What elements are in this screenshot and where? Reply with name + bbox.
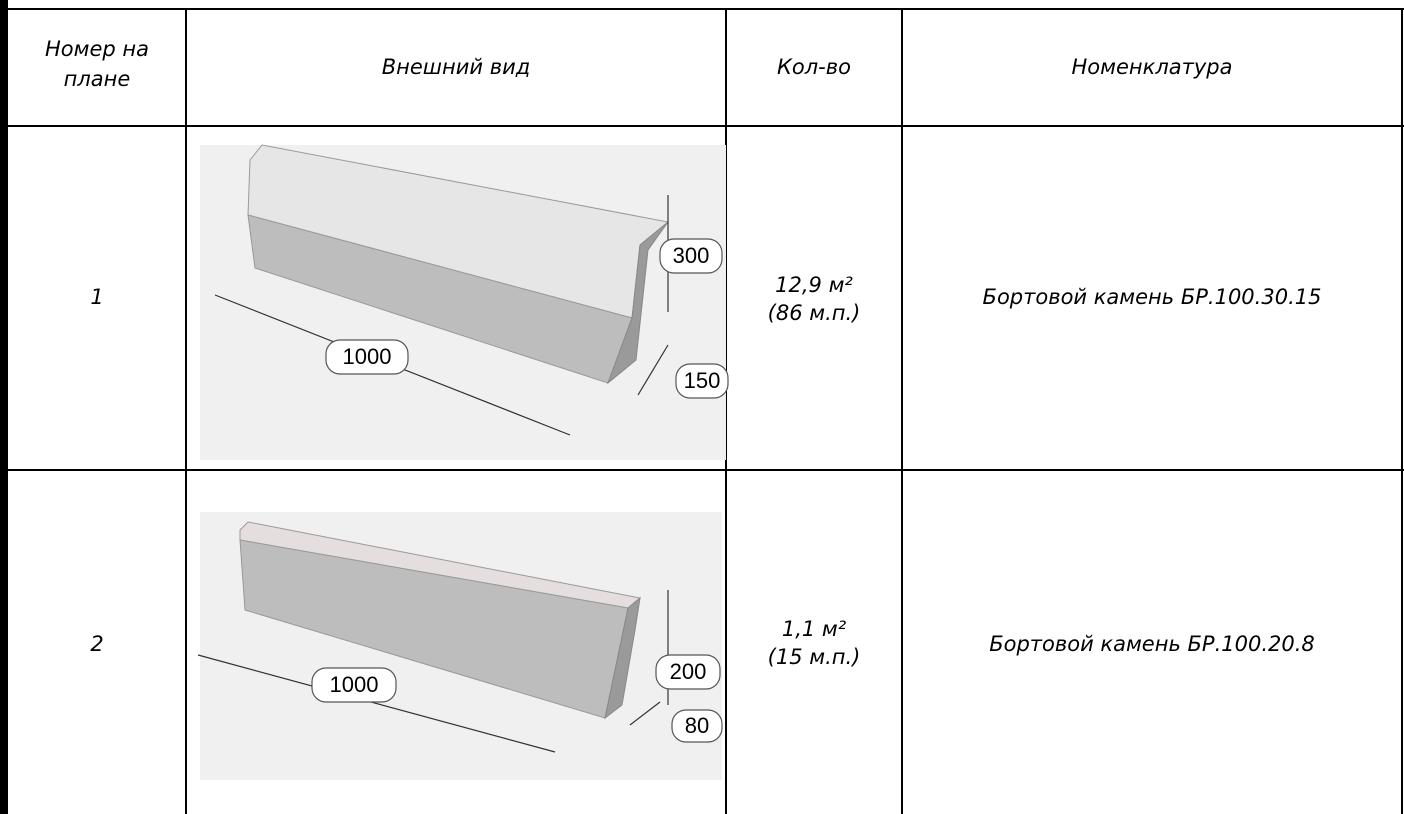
header-cell: Кол-во: [777, 55, 851, 79]
curb-drawing: [198, 512, 722, 780]
dimension-label: 80: [685, 713, 709, 738]
row-number: 1: [90, 285, 103, 309]
dimension-label: 300: [673, 243, 710, 268]
header-line: Номер на: [45, 37, 149, 61]
qty: 1,1 м²: [782, 617, 847, 641]
left-border: [0, 0, 8, 814]
qty: 12,9 м²: [775, 273, 853, 297]
dimension-label: 200: [670, 659, 707, 684]
page: Номер на плане Внешний вид Кол-во Номенкл…: [0, 0, 1404, 814]
qty: (15 м.п.): [768, 645, 861, 669]
row-number: 2: [90, 632, 103, 656]
nomenclature: Бортовой камень БР.100.30.15: [983, 285, 1322, 309]
nomenclature: Бортовой камень БР.100.20.8: [989, 632, 1315, 656]
header-line: плане: [64, 67, 131, 91]
header-cell: Номенклатура: [1072, 55, 1233, 79]
curb-drawing: [200, 145, 728, 460]
qty: (86 м.п.): [768, 301, 861, 325]
dimension-label: 1000: [343, 344, 392, 369]
header-cell: Внешний вид: [382, 55, 531, 79]
dimension-label: 1000: [330, 672, 379, 697]
dimension-label: 150: [684, 368, 721, 393]
